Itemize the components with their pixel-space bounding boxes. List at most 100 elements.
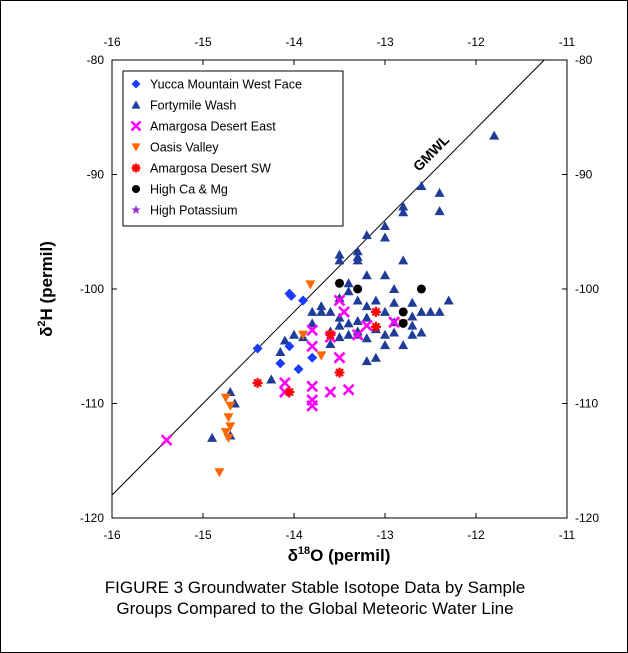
data-point (343, 318, 354, 328)
data-point (343, 278, 354, 288)
data-point (389, 297, 400, 307)
data-point (443, 295, 454, 305)
x-tick-label-top: -13 (376, 35, 394, 49)
y-tick-label-right: -90 (575, 168, 593, 182)
data-point (370, 306, 381, 317)
data-point (398, 207, 409, 217)
data-point (335, 278, 344, 288)
data-point (398, 307, 408, 317)
data-point (370, 352, 381, 362)
data-point (316, 351, 327, 361)
series-4 (252, 306, 381, 398)
data-point (407, 311, 418, 321)
data-point (351, 328, 364, 341)
caption-line-2: Groups Compared to the Global Meteoric W… (116, 599, 514, 618)
legend-label: Amargosa Desert SW (150, 162, 271, 176)
data-point (289, 329, 299, 339)
data-point (223, 433, 234, 443)
data-point (361, 301, 372, 311)
data-point (306, 399, 319, 412)
data-point (252, 377, 263, 388)
data-point (352, 295, 363, 305)
y-axis-title: δ2H (permil) (36, 241, 56, 337)
data-point (316, 301, 327, 311)
data-point (370, 321, 381, 332)
data-point (160, 434, 173, 447)
data-point (307, 352, 318, 363)
gmwl-label: GMWL (410, 131, 453, 174)
data-point (380, 340, 390, 350)
series-2 (160, 294, 401, 447)
data-point (342, 383, 355, 396)
data-point (325, 306, 336, 316)
y-tick-label-right: -100 (575, 282, 599, 296)
series-3 (214, 280, 409, 478)
x-tick-label-top: -12 (467, 35, 485, 49)
data-point (380, 221, 390, 231)
y-tick-label-right: -110 (575, 397, 598, 411)
data-point (380, 270, 390, 280)
data-point (434, 306, 445, 316)
data-point (361, 230, 372, 240)
data-point (416, 180, 427, 190)
data-point (361, 333, 372, 343)
data-point (352, 246, 363, 256)
legend-marker (131, 79, 141, 89)
data-point (306, 340, 319, 353)
legend-box (122, 70, 344, 227)
data-point (284, 387, 295, 398)
x-tick-label-bottom: -12 (467, 528, 485, 542)
data-point (361, 312, 372, 322)
data-point (266, 374, 277, 384)
gmwl-line (111, 59, 545, 496)
data-point (305, 280, 316, 290)
data-point (360, 319, 373, 332)
data-point (416, 284, 426, 294)
data-point (223, 413, 234, 423)
data-point (398, 318, 408, 328)
data-point (333, 294, 346, 307)
legend-label: High Ca & Mg (150, 183, 228, 197)
x-tick-label-bottom: -15 (194, 528, 212, 542)
caption-line-1: FIGURE 3 Groundwater Stable Isotope Data… (104, 578, 526, 597)
data-point (275, 346, 286, 356)
data-point (370, 295, 381, 305)
data-point (434, 206, 445, 216)
data-point (220, 428, 231, 438)
data-point (220, 393, 231, 403)
series-5 (335, 278, 426, 328)
data-point (389, 327, 400, 337)
legend-label: High Potassium (150, 204, 238, 218)
data-point (324, 386, 337, 398)
x-tick-label-bottom: -11 (559, 528, 576, 542)
legend-marker (130, 120, 142, 132)
data-point (407, 320, 418, 330)
data-point (279, 335, 290, 345)
legend: Yucca Mountain West Face Fortymile Wash Am… (122, 70, 344, 227)
data-point (334, 367, 345, 378)
data-point (416, 306, 427, 316)
legend-label: Oasis Valley (150, 141, 219, 155)
legend-marker (131, 205, 141, 215)
data-point (334, 332, 345, 342)
data-point (361, 356, 372, 366)
data-point (214, 468, 225, 478)
data-point (434, 187, 445, 197)
data-point (334, 249, 345, 259)
data-point (293, 364, 304, 375)
series-0 (252, 288, 318, 375)
data-point (278, 376, 291, 389)
data-point (407, 329, 418, 339)
data-point (225, 401, 236, 411)
data-point (398, 201, 409, 211)
legend-label: Amargosa Desert East (150, 120, 276, 134)
data-point (306, 380, 319, 393)
x-tick-label-bottom: -14 (285, 528, 303, 542)
legend-marker (131, 143, 141, 152)
data-point (388, 316, 401, 329)
data-point (275, 358, 286, 369)
y-tick-label-right: -80 (575, 53, 593, 67)
data-point (489, 130, 500, 140)
